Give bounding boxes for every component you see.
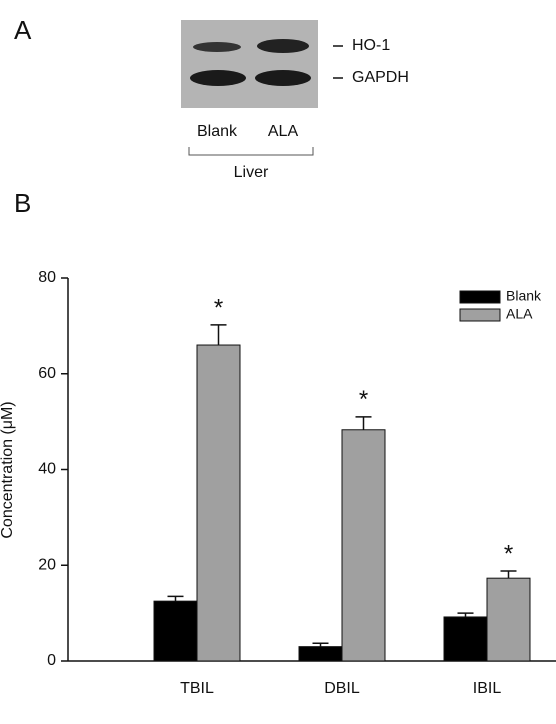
y-tick-label: 80 <box>38 269 56 286</box>
bar <box>342 430 385 661</box>
bar <box>487 578 530 661</box>
legend-swatch <box>460 291 500 303</box>
y-tick-label: 60 <box>38 365 56 382</box>
bar <box>299 647 342 661</box>
x-tick-label: TBIL <box>180 680 214 697</box>
significance-mark: * <box>359 386 368 413</box>
error-bar <box>458 613 474 617</box>
figure: A HO-1 GAPDH Blank ALA Liver B Concentra… <box>0 0 556 724</box>
error-bar <box>313 643 329 646</box>
error-bar <box>501 571 517 578</box>
band <box>190 70 246 86</box>
significance-mark: * <box>214 294 223 321</box>
western-blot: HO-1 GAPDH Blank ALA Liver <box>181 20 409 181</box>
tissue-label: Liver <box>234 164 269 181</box>
y-tick-label: 0 <box>47 652 56 669</box>
significance-mark: * <box>504 540 513 567</box>
lane-label: ALA <box>268 123 299 140</box>
legend-swatch <box>460 309 500 321</box>
error-bar <box>356 417 372 430</box>
x-tick-label: DBIL <box>324 680 360 697</box>
band <box>257 39 309 53</box>
band <box>193 42 241 52</box>
legend-label: Blank <box>506 288 542 304</box>
lane-label: Blank <box>197 123 238 140</box>
band <box>255 70 311 86</box>
band-label: GAPDH <box>352 69 409 86</box>
legend-label: ALA <box>506 306 533 322</box>
error-bar <box>211 325 227 345</box>
blot-membrane <box>181 20 318 108</box>
bar <box>197 345 240 661</box>
x-tick-label: IBIL <box>473 680 502 697</box>
bar <box>444 617 487 661</box>
bracket <box>189 147 313 155</box>
error-bar <box>168 596 184 601</box>
band-label: HO-1 <box>352 37 390 54</box>
y-axis-label: Concentration (μM) <box>0 401 16 538</box>
y-tick-label: 20 <box>38 556 56 573</box>
bar <box>154 601 197 661</box>
panel-label: B <box>14 188 31 218</box>
y-tick-label: 40 <box>38 461 56 478</box>
panel-label: A <box>14 15 32 45</box>
